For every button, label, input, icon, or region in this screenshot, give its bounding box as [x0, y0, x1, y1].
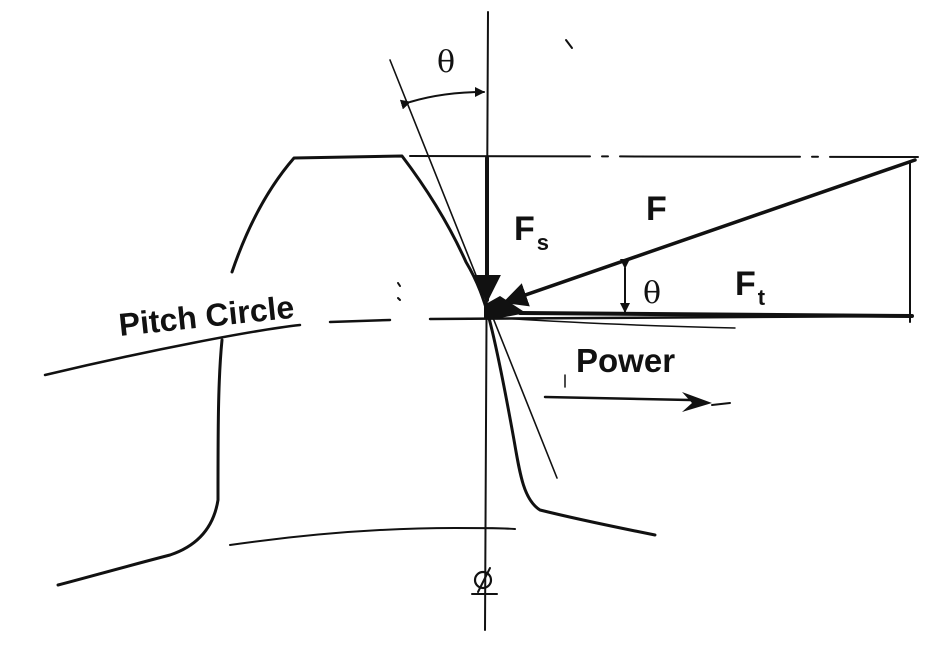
- separating-force-letter: F: [514, 210, 535, 248]
- stray-mark-fs: [397, 282, 401, 287]
- power-arrowhead: [682, 392, 712, 412]
- separating-force-label: Fs: [514, 210, 549, 255]
- theta-top-label: θ: [437, 45, 455, 80]
- power-arrow-tail: [711, 402, 731, 406]
- theta-top-arc: [399, 87, 485, 110]
- stray-mark-top: [565, 39, 573, 49]
- power-arrow: [543, 395, 692, 402]
- tooth-tip-line: [409, 155, 919, 158]
- contact-point: [484, 296, 526, 318]
- resultant-force-label: F: [646, 190, 667, 228]
- resultant-force-arrow: [502, 158, 917, 307]
- tangential-force-subscript: t: [758, 285, 766, 310]
- tangential-force-label: Ft: [735, 265, 766, 310]
- pitch-circle-label: Pitch Circle: [117, 289, 296, 343]
- gear-tooth: [56, 154, 657, 587]
- line-of-action: [389, 59, 558, 479]
- theta-pressure-label: θ: [643, 276, 661, 311]
- reference-line: [499, 317, 736, 329]
- tangential-force-letter: F: [735, 265, 756, 303]
- vertical-centerline: [484, 11, 489, 631]
- stray-mark-fs2: [397, 297, 401, 301]
- power-label: Power: [576, 342, 675, 379]
- centerline-icon: [471, 567, 498, 595]
- separating-force-subscript: s: [537, 230, 549, 255]
- root-circle-line: [229, 527, 516, 546]
- tangential-force-line: [518, 311, 914, 318]
